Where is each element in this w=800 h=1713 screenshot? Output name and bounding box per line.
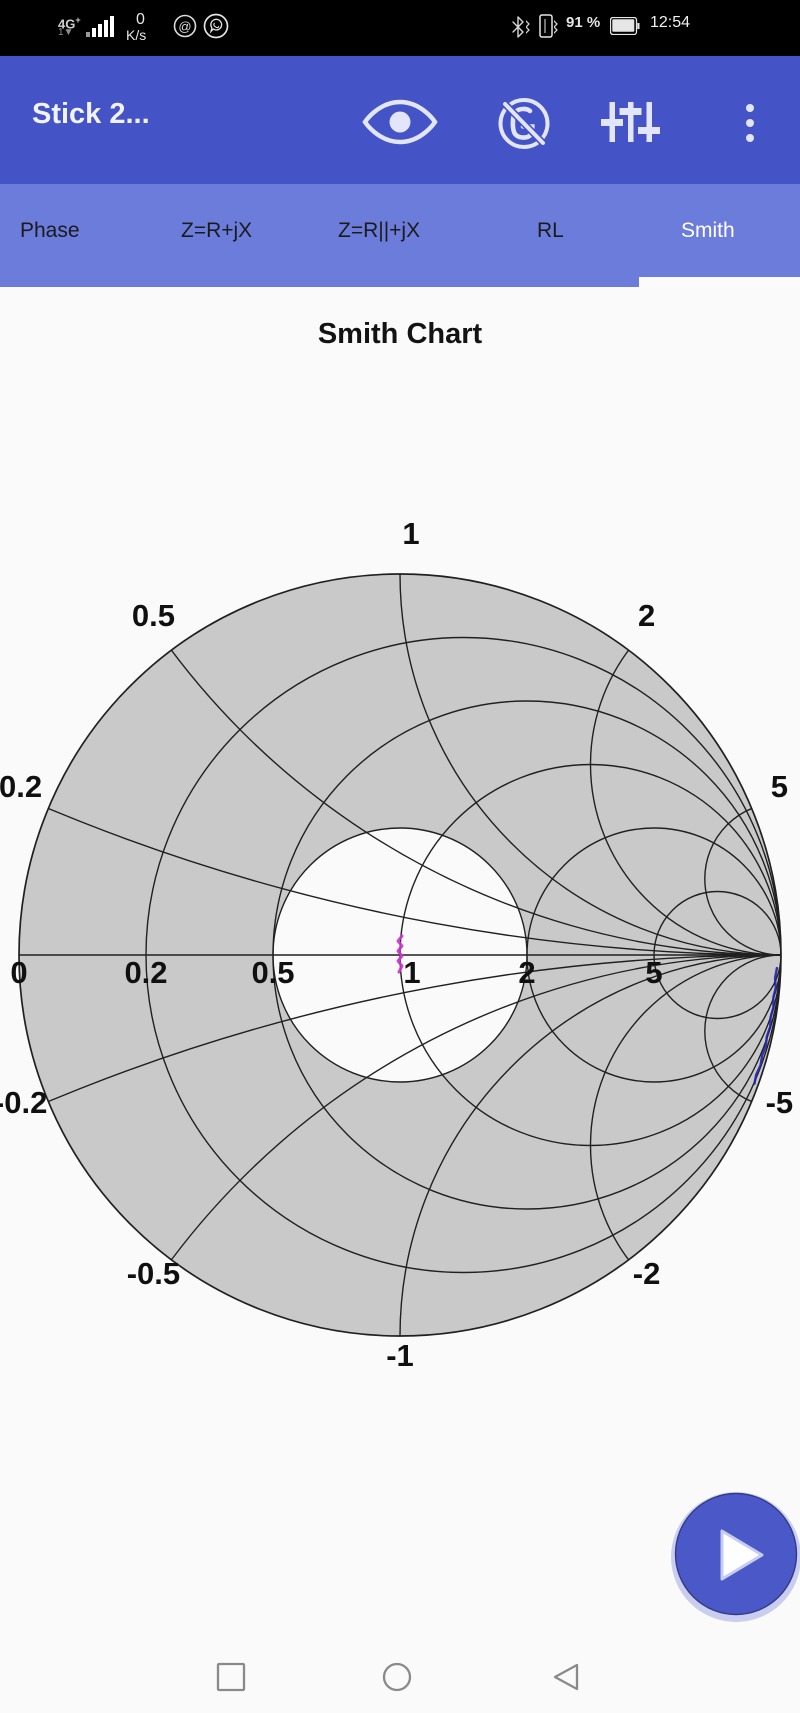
svg-text:-5: -5: [766, 1085, 794, 1120]
svg-text:-2: -2: [633, 1256, 661, 1291]
svg-text:1: 1: [403, 955, 420, 990]
svg-text:-0.2: -0.2: [0, 1085, 47, 1120]
svg-text:5: 5: [645, 955, 662, 990]
svg-text:2: 2: [638, 598, 655, 633]
svg-text:0.5: 0.5: [132, 598, 175, 633]
svg-text:5: 5: [771, 769, 788, 804]
svg-text:-1: -1: [386, 1338, 414, 1373]
svg-text:1: 1: [402, 516, 419, 551]
svg-text:0.2: 0.2: [0, 769, 42, 804]
svg-text:0: 0: [10, 955, 27, 990]
svg-text:2: 2: [518, 955, 535, 990]
svg-text:-0.5: -0.5: [127, 1256, 180, 1291]
svg-text:0.2: 0.2: [124, 955, 167, 990]
svg-text:0.5: 0.5: [251, 955, 294, 990]
